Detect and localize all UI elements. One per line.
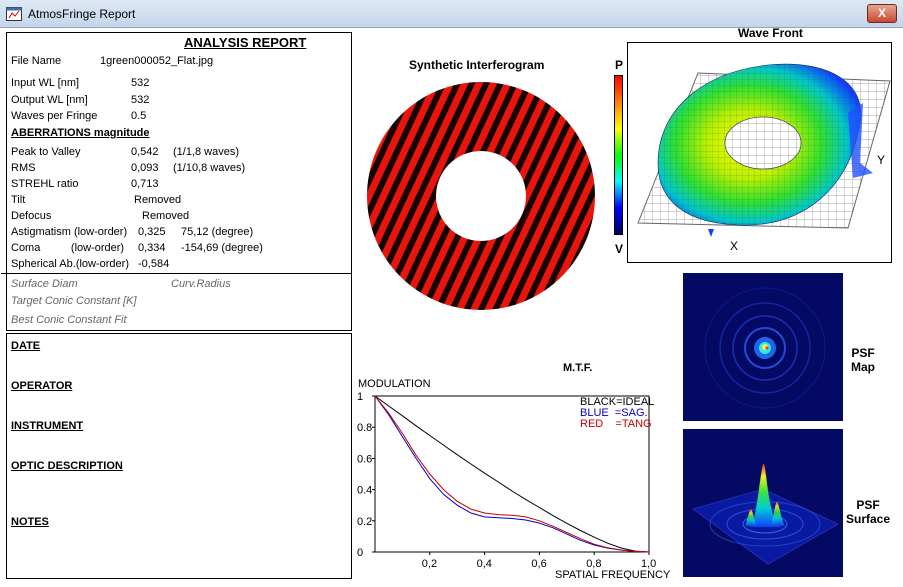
pv-waves: (1/1,8 waves) bbox=[173, 146, 240, 158]
mtf-plot-frame bbox=[374, 395, 650, 553]
mtf-title: M.T.F. bbox=[563, 362, 593, 374]
surface-diam-label: Surface Diam bbox=[11, 278, 78, 290]
mtf-x-tick-label: 0,8 bbox=[586, 558, 601, 570]
waves-per-fringe-value: 0.5 bbox=[131, 110, 147, 122]
input-wl-label: Input WL [nm] bbox=[11, 77, 80, 89]
mtf-y-tick-label: 0 bbox=[357, 547, 363, 559]
mtf-y-tick-label: 1 bbox=[357, 391, 363, 403]
psf-map-label: PSF Map bbox=[851, 346, 875, 374]
mtf-y-axis-label: MODULATION bbox=[358, 378, 431, 390]
mtf-x-tick-label: 1,0 bbox=[641, 558, 656, 570]
close-button[interactable]: X bbox=[867, 4, 897, 23]
strehl-label: STREHL ratio bbox=[11, 178, 79, 190]
window-titlebar[interactable]: AtmosFringe Report X bbox=[0, 0, 903, 28]
output-wl-label: Output WL [nm] bbox=[11, 94, 88, 106]
file-name-value: 1green000052_Flat.jpg bbox=[100, 55, 214, 67]
curv-radius-label: Curv.Radius bbox=[171, 278, 231, 290]
mtf-x-tick-label: 0,2 bbox=[422, 558, 437, 570]
pv-value: 0,542 bbox=[131, 146, 159, 158]
wavefront-y-axis-label: Y bbox=[877, 153, 886, 167]
psf-map-image bbox=[683, 273, 843, 421]
mtf-series-tang bbox=[374, 395, 650, 553]
app-icon bbox=[6, 7, 22, 21]
best-conic-label: Best Conic Constant Fit bbox=[11, 314, 127, 326]
operator-heading: OPERATOR bbox=[11, 380, 73, 392]
mtf-y-tick-label: 0.2 bbox=[357, 516, 372, 528]
waves-per-fringe-label: Waves per Fringe bbox=[11, 110, 98, 122]
target-conic-label: Target Conic Constant [K] bbox=[11, 295, 137, 307]
aberrations-header: ABERRATIONS magnitude bbox=[11, 127, 150, 139]
astigmatism-label: Astigmatism (low-order) bbox=[11, 226, 128, 238]
tilt-value: Removed bbox=[134, 194, 182, 206]
analysis-report-panel: ANALYSIS REPORT File Name 1green000052_F… bbox=[1, 32, 352, 331]
mtf-legend-entry: RED =TANG bbox=[580, 418, 652, 430]
report-title: ANALYSIS REPORT bbox=[184, 35, 307, 50]
pv-label: Peak to Valley bbox=[11, 146, 81, 158]
input-wl-value: 532 bbox=[131, 77, 150, 89]
mtf-y-tick-label: 0.6 bbox=[357, 453, 372, 465]
rms-waves: (1/10,8 waves) bbox=[173, 162, 246, 174]
astigmatism-value: 0,325 bbox=[138, 226, 166, 238]
optic-description-heading: OPTIC DESCRIPTION bbox=[11, 460, 123, 472]
defocus-value: Removed bbox=[142, 210, 190, 222]
scale-bottom-label: V bbox=[614, 242, 623, 256]
instrument-heading: INSTRUMENT bbox=[11, 420, 84, 432]
wavefront-x-axis-label: X bbox=[730, 239, 739, 253]
wavefront-surface bbox=[637, 63, 891, 237]
astigmatism-angle: 75,12 (degree) bbox=[181, 226, 254, 238]
report-meta-panel: DATE OPERATOR INSTRUMENT OPTIC DESCRIPTI… bbox=[6, 333, 352, 579]
synthetic-interferogram bbox=[362, 80, 600, 312]
rms-label: RMS bbox=[11, 162, 36, 174]
coma-label: Coma (low-order) bbox=[11, 242, 125, 254]
strehl-value: 0,713 bbox=[131, 178, 159, 190]
defocus-label: Defocus bbox=[11, 210, 52, 222]
mtf-y-tick-label: 0.4 bbox=[357, 485, 372, 497]
wavefront-title: Wave Front bbox=[738, 26, 803, 40]
window-title: AtmosFringe Report bbox=[28, 7, 136, 21]
psf-surface-plot bbox=[692, 463, 839, 565]
colour-scale-bar bbox=[614, 75, 623, 235]
mtf-x-tick-label: 0,4 bbox=[477, 558, 492, 570]
spherical-value: -0,584 bbox=[138, 258, 170, 270]
output-wl-value: 532 bbox=[131, 94, 150, 106]
mtf-legend-entry: BLUE =SAG. bbox=[580, 407, 648, 419]
file-name-label: File Name bbox=[11, 55, 62, 67]
psf-surface-label: PSF Surface bbox=[845, 498, 891, 526]
notes-heading: NOTES bbox=[11, 516, 49, 528]
tilt-label: Tilt bbox=[11, 194, 26, 206]
interferogram-title: Synthetic Interferogram bbox=[409, 58, 545, 72]
mtf-x-tick-label: 0,6 bbox=[531, 558, 546, 570]
report-separator bbox=[1, 273, 352, 274]
scale-top-label: P bbox=[614, 58, 623, 72]
rms-value: 0,093 bbox=[131, 162, 159, 174]
psf-surface-image bbox=[683, 429, 843, 577]
psf-map-rings bbox=[704, 287, 826, 409]
mtf-legend-entry: BLACK=IDEAL bbox=[580, 396, 654, 408]
date-heading: DATE bbox=[11, 340, 41, 352]
spherical-label: Spherical Ab.(low-order) bbox=[11, 258, 129, 270]
mtf-y-tick-label: 0.8 bbox=[357, 422, 372, 434]
coma-angle: -154,69 (degree) bbox=[181, 242, 263, 254]
mtf-series-ideal bbox=[374, 395, 650, 553]
wavefront-3d-plot: X Y bbox=[627, 42, 892, 263]
coma-value: 0,334 bbox=[138, 242, 166, 254]
mtf-x-axis-label: SPATIAL FREQUENCY bbox=[555, 569, 671, 580]
